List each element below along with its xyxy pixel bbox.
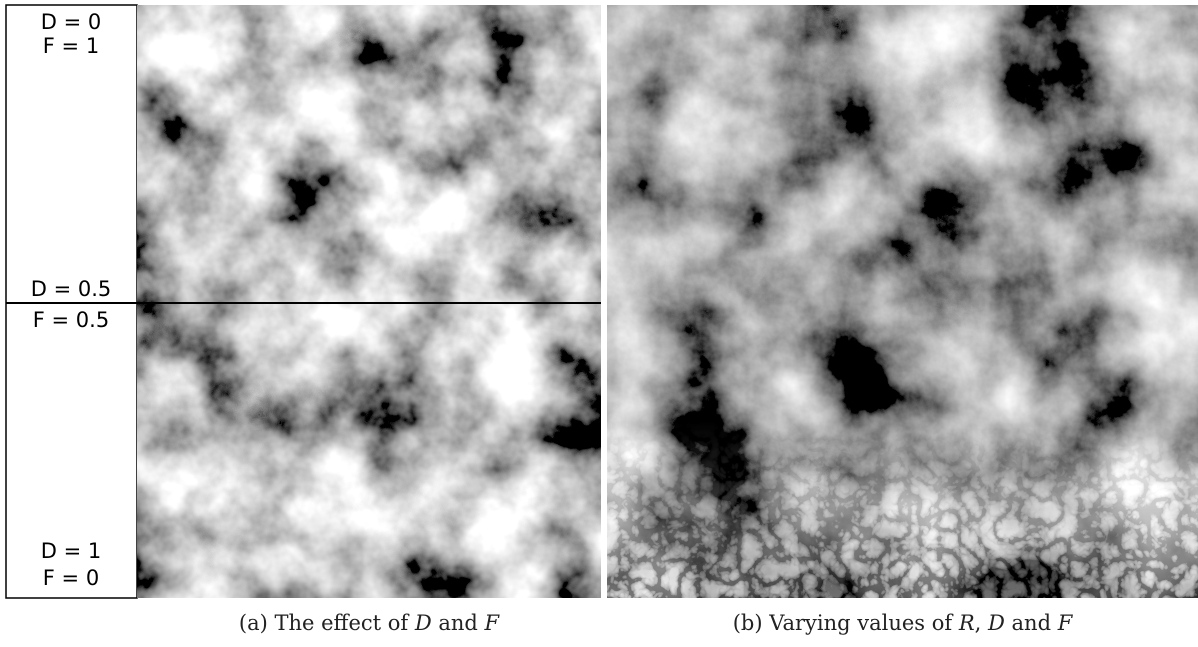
caption-b: (b) Varying values of R, D and F: [607, 611, 1198, 635]
caption-part: D: [415, 611, 432, 635]
caption-part: (a) The effect of: [239, 611, 415, 635]
page: {"panel_a": {"labels": ["D = 0", "F = 1"…: [0, 0, 1198, 647]
caption-part: F: [485, 611, 500, 635]
panel-label: F = 1: [43, 34, 99, 58]
panel-label: F = 0.5: [33, 308, 109, 332]
swirl-overlay: [607, 5, 1198, 598]
caption-a: (a) The effect of D and F: [137, 611, 601, 635]
caption-part: (b) Varying values of: [733, 611, 959, 635]
panel-label: D = 0: [41, 10, 101, 34]
caption-part: and: [1005, 611, 1058, 635]
caption-part: ,: [975, 611, 988, 635]
label-panel: [6, 5, 137, 598]
panel-label: D = 1: [41, 539, 101, 563]
noise-image-a: [137, 5, 601, 598]
caption-part: F: [1058, 611, 1073, 635]
caption-part: D: [988, 611, 1005, 635]
panel-label: F = 0: [43, 566, 99, 590]
caption-part: and: [432, 611, 485, 635]
figure: D = 0F = 1 D = 0.5 F = 0.5 D = 1 F = 0: [0, 0, 1198, 600]
caption-part: R: [959, 611, 975, 635]
panel-label: D = 0.5: [31, 277, 112, 301]
